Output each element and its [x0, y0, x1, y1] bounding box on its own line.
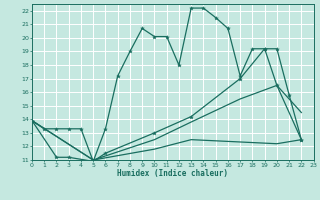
X-axis label: Humidex (Indice chaleur): Humidex (Indice chaleur) [117, 169, 228, 178]
